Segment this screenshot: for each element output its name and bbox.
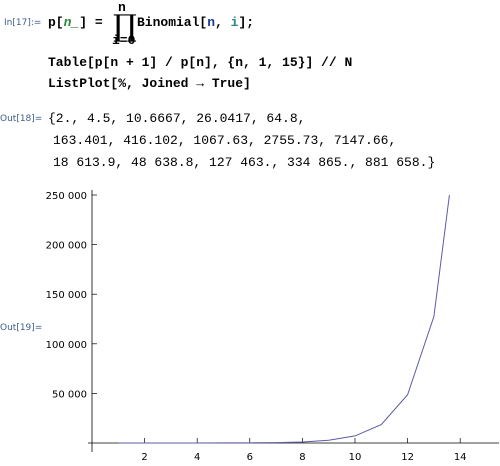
y-tick-label: 150 000 (46, 290, 87, 301)
y-tick-label: 250 000 (46, 191, 87, 202)
in-label: In[17]:= (4, 18, 41, 28)
x-tick-label: 8 (299, 452, 305, 463)
y-tick-label: 200 000 (46, 241, 87, 252)
y-tick-label: 100 000 (46, 340, 87, 351)
product-symbol: ∏ (113, 9, 137, 44)
x-tick-label: 4 (194, 452, 200, 463)
output-line: {2., 4.5, 10.6667, 26.0417, 64.8, (48, 111, 305, 126)
x-tick-label: 12 (401, 452, 414, 463)
x-tick-label: 14 (454, 452, 467, 463)
code-line: Binomial[n, i]; (137, 15, 254, 30)
code-line: Table[p[n + 1] / p[n], {n, 1, 15}] // N (48, 55, 352, 70)
out-label: Out[19]= (0, 323, 42, 333)
code-line: p[n_] = (48, 15, 103, 30)
code: ] = (79, 15, 103, 30)
out-label: Out[18]= (0, 114, 42, 124)
code: Binomial[ (137, 15, 207, 30)
product-lower: i=0 (112, 33, 136, 48)
output-line: 18 613.9, 48 638.8, 127 463., 334 865., … (53, 155, 435, 170)
code-line: ListPlot[%, Joined → True] (48, 76, 251, 91)
code: n_ (64, 15, 80, 30)
code: n (207, 15, 215, 30)
y-tick-label: 50 000 (52, 389, 87, 400)
code: , (215, 15, 231, 30)
output-line: 163.401, 416.102, 1067.63, 2755.73, 7147… (53, 133, 396, 148)
product-upper: n (118, 0, 126, 15)
code: i (231, 15, 239, 30)
x-tick-label: 2 (141, 452, 147, 463)
code: ]; (238, 15, 254, 30)
data-line (118, 195, 450, 444)
x-tick-label: 6 (247, 452, 253, 463)
x-tick-label: 10 (349, 452, 362, 463)
plot: 50 000 100 000 150 000 200 000 250 000 2 4 6 8 10… (46, 190, 499, 463)
code: p[ (48, 15, 64, 30)
